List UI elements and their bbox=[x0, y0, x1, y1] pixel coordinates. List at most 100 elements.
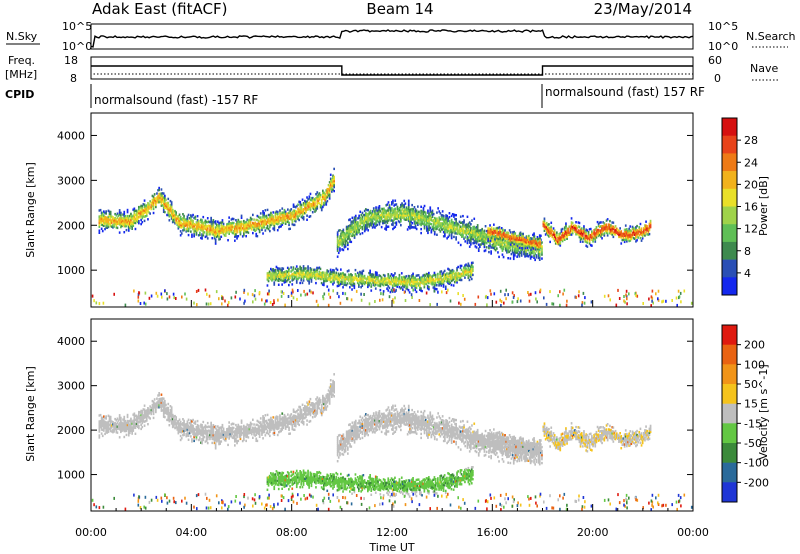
power-cell bbox=[566, 299, 568, 303]
power-cell bbox=[385, 204, 388, 207]
power-cell bbox=[201, 219, 203, 222]
power-cell bbox=[397, 208, 400, 211]
power-cell bbox=[494, 241, 497, 244]
velocity-cell bbox=[104, 416, 106, 420]
power-cell bbox=[229, 230, 232, 233]
power-cell bbox=[464, 226, 467, 229]
power-cell bbox=[326, 200, 329, 203]
power-cell bbox=[449, 275, 452, 279]
power-cell bbox=[408, 281, 411, 284]
power-cell bbox=[158, 192, 160, 196]
velocity-cell bbox=[110, 430, 113, 433]
power-cell bbox=[210, 220, 212, 224]
power-cell bbox=[363, 217, 366, 221]
power-cell bbox=[375, 212, 377, 215]
power-cell bbox=[361, 217, 364, 221]
velocity-cell bbox=[115, 425, 118, 428]
power-cell bbox=[323, 275, 325, 279]
power-cell bbox=[310, 272, 313, 275]
power-cell bbox=[411, 286, 413, 289]
power-cell bbox=[240, 214, 243, 217]
power-cell bbox=[351, 222, 354, 225]
power-cell bbox=[300, 207, 303, 211]
velocity-cell bbox=[104, 420, 106, 424]
power-cell bbox=[411, 276, 413, 279]
power-cell bbox=[457, 265, 459, 269]
power-cell bbox=[300, 279, 303, 282]
power-cell bbox=[440, 218, 443, 221]
power-cell bbox=[275, 210, 278, 213]
power-cell bbox=[472, 227, 474, 231]
power-cell bbox=[506, 241, 508, 244]
power-cell bbox=[281, 223, 284, 226]
power-cell bbox=[440, 226, 443, 229]
power-cell bbox=[569, 231, 572, 234]
power-cell bbox=[488, 233, 491, 236]
power-cell bbox=[115, 224, 118, 227]
power-cell bbox=[255, 218, 258, 222]
power-cell bbox=[375, 218, 377, 221]
power-cell bbox=[164, 206, 166, 210]
power-cell bbox=[223, 228, 226, 231]
power-cell bbox=[327, 188, 330, 191]
power-cell bbox=[396, 285, 399, 288]
power-cell bbox=[412, 280, 414, 284]
power-cell bbox=[218, 230, 220, 233]
power-cell bbox=[507, 233, 510, 237]
power-cell bbox=[287, 208, 289, 211]
power-cell bbox=[576, 230, 579, 234]
power-cell bbox=[407, 289, 410, 292]
power-cell bbox=[214, 230, 217, 233]
power-cell bbox=[610, 230, 612, 233]
power-cell bbox=[300, 203, 303, 206]
power-cell bbox=[497, 243, 499, 246]
power-cell bbox=[325, 195, 328, 198]
power-cell bbox=[299, 200, 302, 204]
power-cell bbox=[331, 188, 333, 191]
power-cell bbox=[532, 249, 534, 253]
power-cell bbox=[652, 301, 654, 305]
power-cell bbox=[147, 202, 149, 205]
power-cell bbox=[286, 270, 289, 274]
power-cell bbox=[384, 215, 386, 218]
power-cell bbox=[307, 208, 309, 211]
power-cell bbox=[405, 212, 408, 215]
power-cell bbox=[372, 275, 375, 279]
power-cell bbox=[120, 215, 122, 219]
power-cell bbox=[504, 237, 506, 240]
power-cell bbox=[381, 277, 384, 280]
power-cell bbox=[474, 235, 477, 238]
power-cell bbox=[597, 234, 600, 238]
power-cell bbox=[329, 295, 332, 299]
power-cell bbox=[508, 235, 511, 238]
power-cell bbox=[372, 283, 375, 287]
power-cell bbox=[299, 269, 301, 272]
velocity-cell bbox=[114, 427, 116, 431]
power-cell bbox=[614, 233, 617, 236]
power-cell bbox=[104, 219, 106, 223]
power-colorbar-segment bbox=[722, 206, 737, 225]
power-cell bbox=[331, 182, 333, 185]
power-cell bbox=[286, 266, 289, 270]
power-cell bbox=[562, 238, 565, 241]
power-cell bbox=[290, 293, 293, 297]
velocity-cell bbox=[113, 426, 115, 429]
power-cell bbox=[479, 239, 481, 242]
power-cell bbox=[164, 210, 166, 214]
power-cell bbox=[474, 233, 477, 236]
power-cell bbox=[136, 218, 139, 222]
power-cell bbox=[345, 235, 348, 239]
power-cell bbox=[155, 197, 157, 201]
power-cell bbox=[300, 293, 302, 297]
power-cell bbox=[447, 227, 450, 230]
power-cell bbox=[586, 239, 589, 242]
power-cell bbox=[108, 218, 111, 222]
power-cell bbox=[550, 227, 553, 231]
power-cell bbox=[226, 229, 228, 232]
power-cell bbox=[315, 277, 317, 281]
power-cell bbox=[192, 219, 194, 223]
power-cell bbox=[148, 203, 150, 206]
power-cell bbox=[120, 221, 122, 225]
power-cell bbox=[510, 252, 513, 256]
power-cell bbox=[427, 227, 429, 231]
